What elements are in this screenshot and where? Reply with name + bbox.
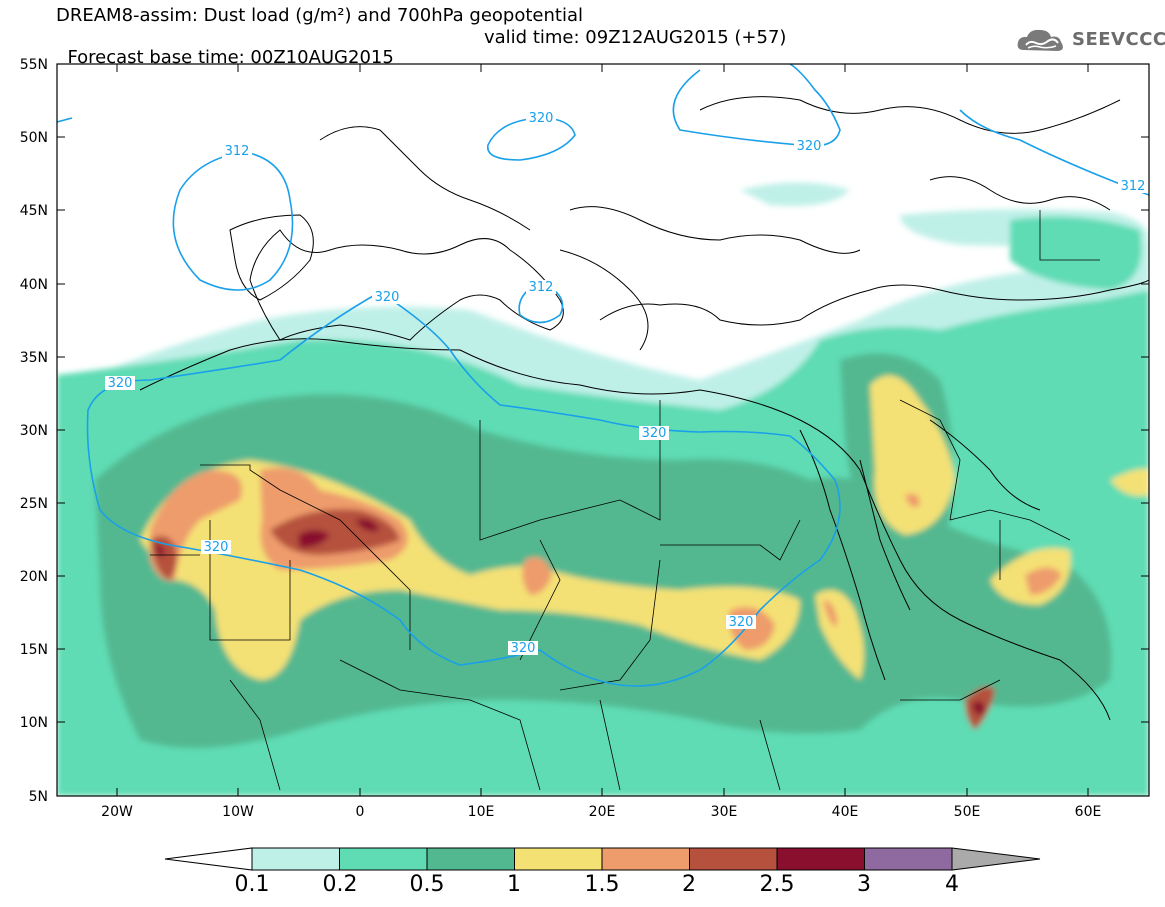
colorbar-swatch [601, 847, 690, 871]
lon-label: 10E [468, 804, 495, 820]
colorbar-overflow [951, 847, 1041, 871]
valid-time: valid time: 09Z12AUG2015 (+57) [484, 27, 787, 48]
lat-label: 5N [29, 789, 48, 805]
colorbar-swatch [251, 847, 340, 871]
contour-label: 320 [511, 641, 536, 656]
lat-label: 25N [20, 496, 48, 512]
colorbar-label: 0.5 [409, 872, 445, 897]
contour-label: 320 [642, 426, 667, 441]
lat-label: 10N [20, 715, 48, 731]
dust-level-1 [1110, 468, 1149, 496]
lon-label: 60E [1075, 804, 1102, 820]
contour-label: 320 [204, 540, 229, 555]
cloud-logo-icon [1017, 29, 1063, 51]
colorbar-label: 0.1 [234, 872, 270, 897]
colorbar-swatch [426, 847, 515, 871]
colorbar-label: 2.5 [759, 872, 795, 897]
lat-label: 30N [20, 423, 48, 439]
colorbar-swatch [339, 847, 428, 871]
contour-label-group: 320 320 312 312 312 320 320 320 320 320 … [105, 111, 1148, 656]
contour-label: 312 [1121, 179, 1146, 194]
political-borders [150, 210, 1100, 791]
coastlines [139, 96, 1149, 721]
lat-label: 20N [20, 569, 48, 585]
lat-label: 50N [20, 130, 48, 146]
colorbar [164, 847, 1041, 871]
colorbar-label: 3 [857, 872, 871, 897]
forecast-times: Forecast base time: 00Z10AUG2015 valid t… [56, 28, 786, 88]
dust-level-1 [870, 375, 955, 535]
lat-label: 40N [20, 277, 48, 293]
colorbar-label: 1 [507, 872, 521, 897]
lat-label: 55N [20, 57, 48, 73]
longitude-axis [116, 64, 1089, 796]
contour-label: 320 [529, 111, 554, 126]
latitude-axis [57, 63, 1149, 797]
contour-label: 320 [108, 376, 133, 391]
colorbar-swatch [776, 847, 865, 871]
map-title: DREAM8-assim: Dust load (g/m²) and 700hP… [56, 5, 583, 26]
dust-level-0.2 [1010, 216, 1142, 290]
lon-label: 10W [222, 804, 254, 820]
colorbar-swatch [689, 847, 778, 871]
colorbar-underflow [164, 847, 253, 871]
lon-label: 20W [101, 804, 133, 820]
forecast-base-time: Forecast base time: 00Z10AUG2015 [67, 47, 394, 68]
lon-label: 40E [832, 804, 859, 820]
colorbar-label: 4 [945, 872, 959, 897]
lat-label: 15N [20, 642, 48, 658]
colorbar-label: 0.2 [322, 872, 358, 897]
colorbar-swatch [514, 847, 603, 871]
colorbar-label: 1.5 [584, 872, 620, 897]
lon-label: 0 [356, 804, 365, 820]
contour-label: 320 [797, 139, 822, 154]
contour-label: 312 [225, 144, 250, 159]
lat-label: 45N [20, 203, 48, 219]
contour-label: 320 [375, 290, 400, 305]
contour-label: 312 [529, 280, 554, 295]
colorbar-swatch [864, 847, 953, 871]
lon-label: 20E [589, 804, 616, 820]
lon-label: 50E [954, 804, 981, 820]
lat-label: 35N [20, 350, 48, 366]
dust-field: 320 320 312 312 312 320 320 320 320 320 … [57, 64, 1149, 796]
contour-label: 320 [729, 615, 754, 630]
logo-text: SEEVCCC [1072, 29, 1165, 50]
seevccc-logo: SEEVCCC [1016, 26, 1165, 56]
lon-label: 30E [711, 804, 738, 820]
colorbar-label: 2 [682, 872, 696, 897]
